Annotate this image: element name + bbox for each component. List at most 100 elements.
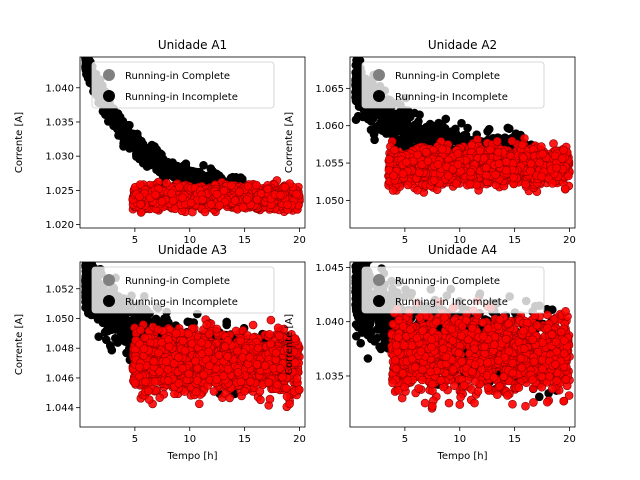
axes-frame bbox=[79, 56, 306, 229]
x-tick-label: 20 bbox=[293, 235, 306, 246]
point-incomplete bbox=[396, 119, 406, 129]
point-incomplete bbox=[484, 124, 494, 134]
point-complete bbox=[453, 160, 463, 169]
y-axis-label: Corrente [A] bbox=[284, 112, 295, 173]
point-complete bbox=[485, 145, 495, 155]
point-complete bbox=[168, 196, 178, 205]
point-incomplete bbox=[82, 44, 90, 52]
point-incomplete bbox=[366, 125, 376, 135]
point-incomplete bbox=[114, 311, 124, 321]
point-incomplete bbox=[82, 289, 91, 298]
point-complete bbox=[252, 195, 262, 205]
point-incomplete bbox=[181, 162, 191, 172]
point-incomplete bbox=[102, 335, 111, 345]
subplot-title: Unidade A1 bbox=[158, 38, 227, 52]
point-incomplete bbox=[199, 161, 208, 170]
point-incomplete bbox=[380, 113, 390, 122]
point-complete bbox=[475, 146, 485, 156]
point-complete bbox=[390, 145, 399, 155]
x-tick-label: 15 bbox=[238, 235, 251, 246]
point-incomplete bbox=[81, 65, 91, 75]
point-complete bbox=[235, 187, 244, 197]
point-complete bbox=[242, 195, 252, 204]
point-complete bbox=[263, 184, 273, 194]
point-complete bbox=[507, 136, 517, 146]
point-complete bbox=[549, 139, 558, 148]
point-incomplete bbox=[134, 142, 144, 151]
point-incomplete bbox=[142, 313, 152, 323]
x-tick-label: 5 bbox=[402, 235, 408, 246]
subplot-3: 5 10 15 201.0441.0461.0481.0501.052Unidade … bbox=[14, 243, 306, 462]
y-tick-label: 1.060 bbox=[315, 121, 344, 132]
point-incomplete bbox=[206, 164, 216, 173]
x-tick-label: 10 bbox=[453, 235, 466, 246]
point-incomplete bbox=[118, 133, 128, 142]
x-tick-label: 15 bbox=[508, 235, 521, 246]
point-incomplete bbox=[194, 169, 203, 178]
y-axis-label: Corrente [A] bbox=[14, 112, 25, 173]
point-complete bbox=[564, 171, 573, 181]
point-incomplete bbox=[122, 318, 131, 328]
point-complete bbox=[557, 154, 567, 163]
point-incomplete bbox=[107, 114, 116, 123]
point-incomplete bbox=[83, 57, 89, 58]
y-tick-label: 1.035 bbox=[45, 117, 74, 128]
point-complete bbox=[151, 190, 160, 200]
point-complete bbox=[518, 140, 527, 150]
point-complete bbox=[550, 151, 560, 161]
point-incomplete bbox=[102, 326, 111, 335]
point-incomplete bbox=[171, 164, 180, 173]
point-complete bbox=[219, 186, 229, 196]
point-complete bbox=[280, 182, 290, 192]
axes-frame bbox=[349, 56, 576, 229]
y-tick-label: 1.040 bbox=[45, 83, 74, 94]
point-complete bbox=[501, 157, 511, 166]
point-complete bbox=[276, 191, 285, 200]
point-incomplete bbox=[416, 132, 426, 141]
point-complete bbox=[526, 166, 535, 176]
point-complete bbox=[384, 154, 394, 164]
point-complete bbox=[502, 166, 511, 175]
point-complete bbox=[453, 149, 463, 158]
point-incomplete bbox=[158, 161, 168, 171]
point-complete bbox=[481, 170, 491, 180]
point-incomplete bbox=[85, 248, 93, 256]
point-complete bbox=[552, 163, 561, 173]
legend-marker bbox=[373, 69, 385, 81]
y-tick-label: 1.025 bbox=[45, 186, 74, 197]
point-complete bbox=[157, 197, 167, 206]
x-tick-label: 10 bbox=[183, 235, 196, 246]
legend-marker bbox=[103, 90, 115, 102]
subplot-title: Unidade A2 bbox=[428, 38, 497, 52]
point-complete bbox=[162, 178, 171, 188]
point-complete bbox=[538, 149, 548, 159]
point-incomplete bbox=[135, 151, 144, 161]
point-complete bbox=[186, 198, 196, 208]
point-complete bbox=[283, 200, 292, 210]
y-tick-label: 1.020 bbox=[45, 220, 74, 231]
point-complete bbox=[433, 160, 443, 169]
point-incomplete bbox=[81, 57, 91, 61]
point-incomplete bbox=[105, 314, 114, 324]
x-tick-label: 20 bbox=[563, 235, 576, 246]
point-complete bbox=[535, 158, 545, 168]
point-incomplete bbox=[383, 122, 392, 132]
point-incomplete bbox=[82, 254, 90, 262]
point-incomplete bbox=[123, 332, 132, 342]
scatter-points bbox=[351, 57, 574, 197]
subplot-1: 5 10 15 201.0201.0251.0301.0351.040Unidade … bbox=[14, 38, 306, 246]
point-complete bbox=[536, 142, 546, 151]
point-complete bbox=[548, 179, 557, 188]
y-tick-label: 1.065 bbox=[315, 84, 344, 95]
point-complete bbox=[429, 176, 439, 185]
point-complete bbox=[481, 163, 491, 172]
point-incomplete bbox=[463, 123, 472, 133]
point-complete bbox=[167, 189, 176, 198]
point-complete bbox=[135, 180, 145, 189]
point-complete bbox=[559, 145, 569, 155]
point-complete bbox=[413, 150, 422, 160]
